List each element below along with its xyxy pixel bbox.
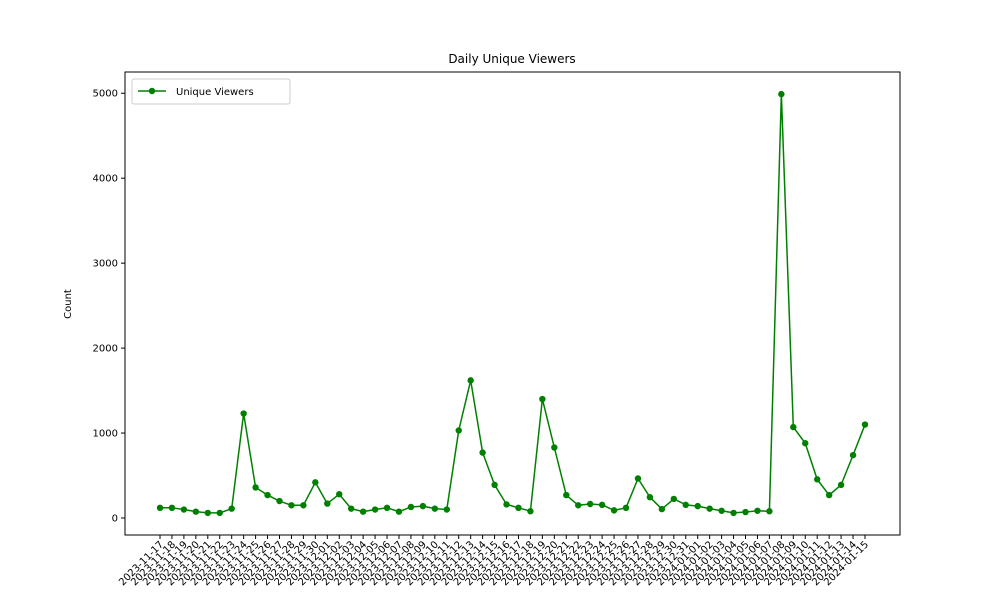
data-point — [742, 508, 749, 516]
data-point — [491, 481, 498, 489]
data-point — [670, 495, 678, 503]
data-point — [825, 491, 833, 499]
data-point — [359, 508, 367, 515]
data-point — [730, 509, 737, 517]
data-point — [861, 421, 869, 428]
data-point — [706, 505, 713, 512]
data-point — [586, 500, 594, 508]
data-point — [383, 504, 391, 512]
data-point — [156, 504, 164, 512]
data-point — [802, 440, 809, 447]
legend-entry-label: Unique Viewers — [176, 87, 254, 98]
data-point — [503, 501, 510, 508]
data-point — [527, 508, 534, 515]
data-point — [371, 506, 379, 513]
y-tick-label: 4000 — [93, 174, 118, 185]
data-point — [646, 493, 654, 501]
data-point — [718, 507, 725, 514]
data-point — [443, 506, 450, 513]
y-tick-label: 3000 — [93, 259, 118, 270]
data-point — [168, 504, 176, 512]
data-point — [766, 508, 773, 515]
data-point — [658, 505, 666, 513]
data-point — [347, 505, 355, 512]
data-point — [395, 508, 403, 515]
data-point — [240, 410, 247, 417]
data-point — [814, 476, 821, 483]
data-point — [419, 502, 427, 510]
data-point — [754, 507, 761, 514]
data-point — [264, 491, 271, 499]
data-point — [407, 503, 415, 511]
y-tick-label: 2000 — [93, 344, 118, 355]
data-point — [598, 501, 606, 509]
data-point — [837, 481, 845, 489]
data-point — [288, 502, 295, 509]
data-point — [694, 502, 701, 510]
x-axis: 2023-11-172023-11-182023-11-192023-11-20… — [117, 535, 871, 588]
data-point — [180, 506, 188, 513]
data-point — [431, 505, 439, 512]
data-point — [228, 505, 235, 512]
y-axis: 0 1000 2000 3000 4000 5000 — [93, 89, 125, 525]
data-point — [324, 500, 331, 507]
data-point — [252, 484, 259, 491]
data-point — [539, 395, 546, 403]
y-tick-label: 0 — [112, 514, 118, 525]
data-point — [312, 479, 319, 486]
legend-box — [131, 78, 291, 105]
data-point — [300, 502, 307, 509]
data-point — [276, 497, 283, 505]
data-point — [790, 423, 797, 431]
data-point — [455, 427, 462, 434]
data-point — [575, 502, 582, 509]
data-point — [192, 508, 200, 515]
data-point — [479, 449, 486, 456]
data-point — [204, 509, 211, 517]
data-point — [682, 501, 689, 509]
data-point — [216, 509, 223, 517]
series-line-unique-viewers — [160, 93, 866, 514]
data-point — [467, 377, 474, 384]
data-point — [610, 507, 618, 514]
y-tick-label: 1000 — [93, 429, 118, 440]
plot-area — [124, 71, 901, 536]
data-point — [778, 90, 785, 98]
y-tick-label: 5000 — [93, 89, 118, 100]
data-point — [563, 491, 570, 499]
data-point — [849, 451, 857, 459]
plot-frame — [124, 71, 901, 536]
data-point — [634, 475, 642, 482]
chart-title: Daily Unique Viewers — [448, 52, 575, 66]
data-point — [515, 504, 522, 512]
data-point — [551, 444, 558, 451]
legend: Unique Viewers — [131, 78, 291, 105]
data-point — [336, 491, 343, 498]
y-axis-label: Count — [63, 289, 74, 319]
legend-marker-swatch — [148, 87, 156, 95]
data-point — [622, 504, 630, 512]
